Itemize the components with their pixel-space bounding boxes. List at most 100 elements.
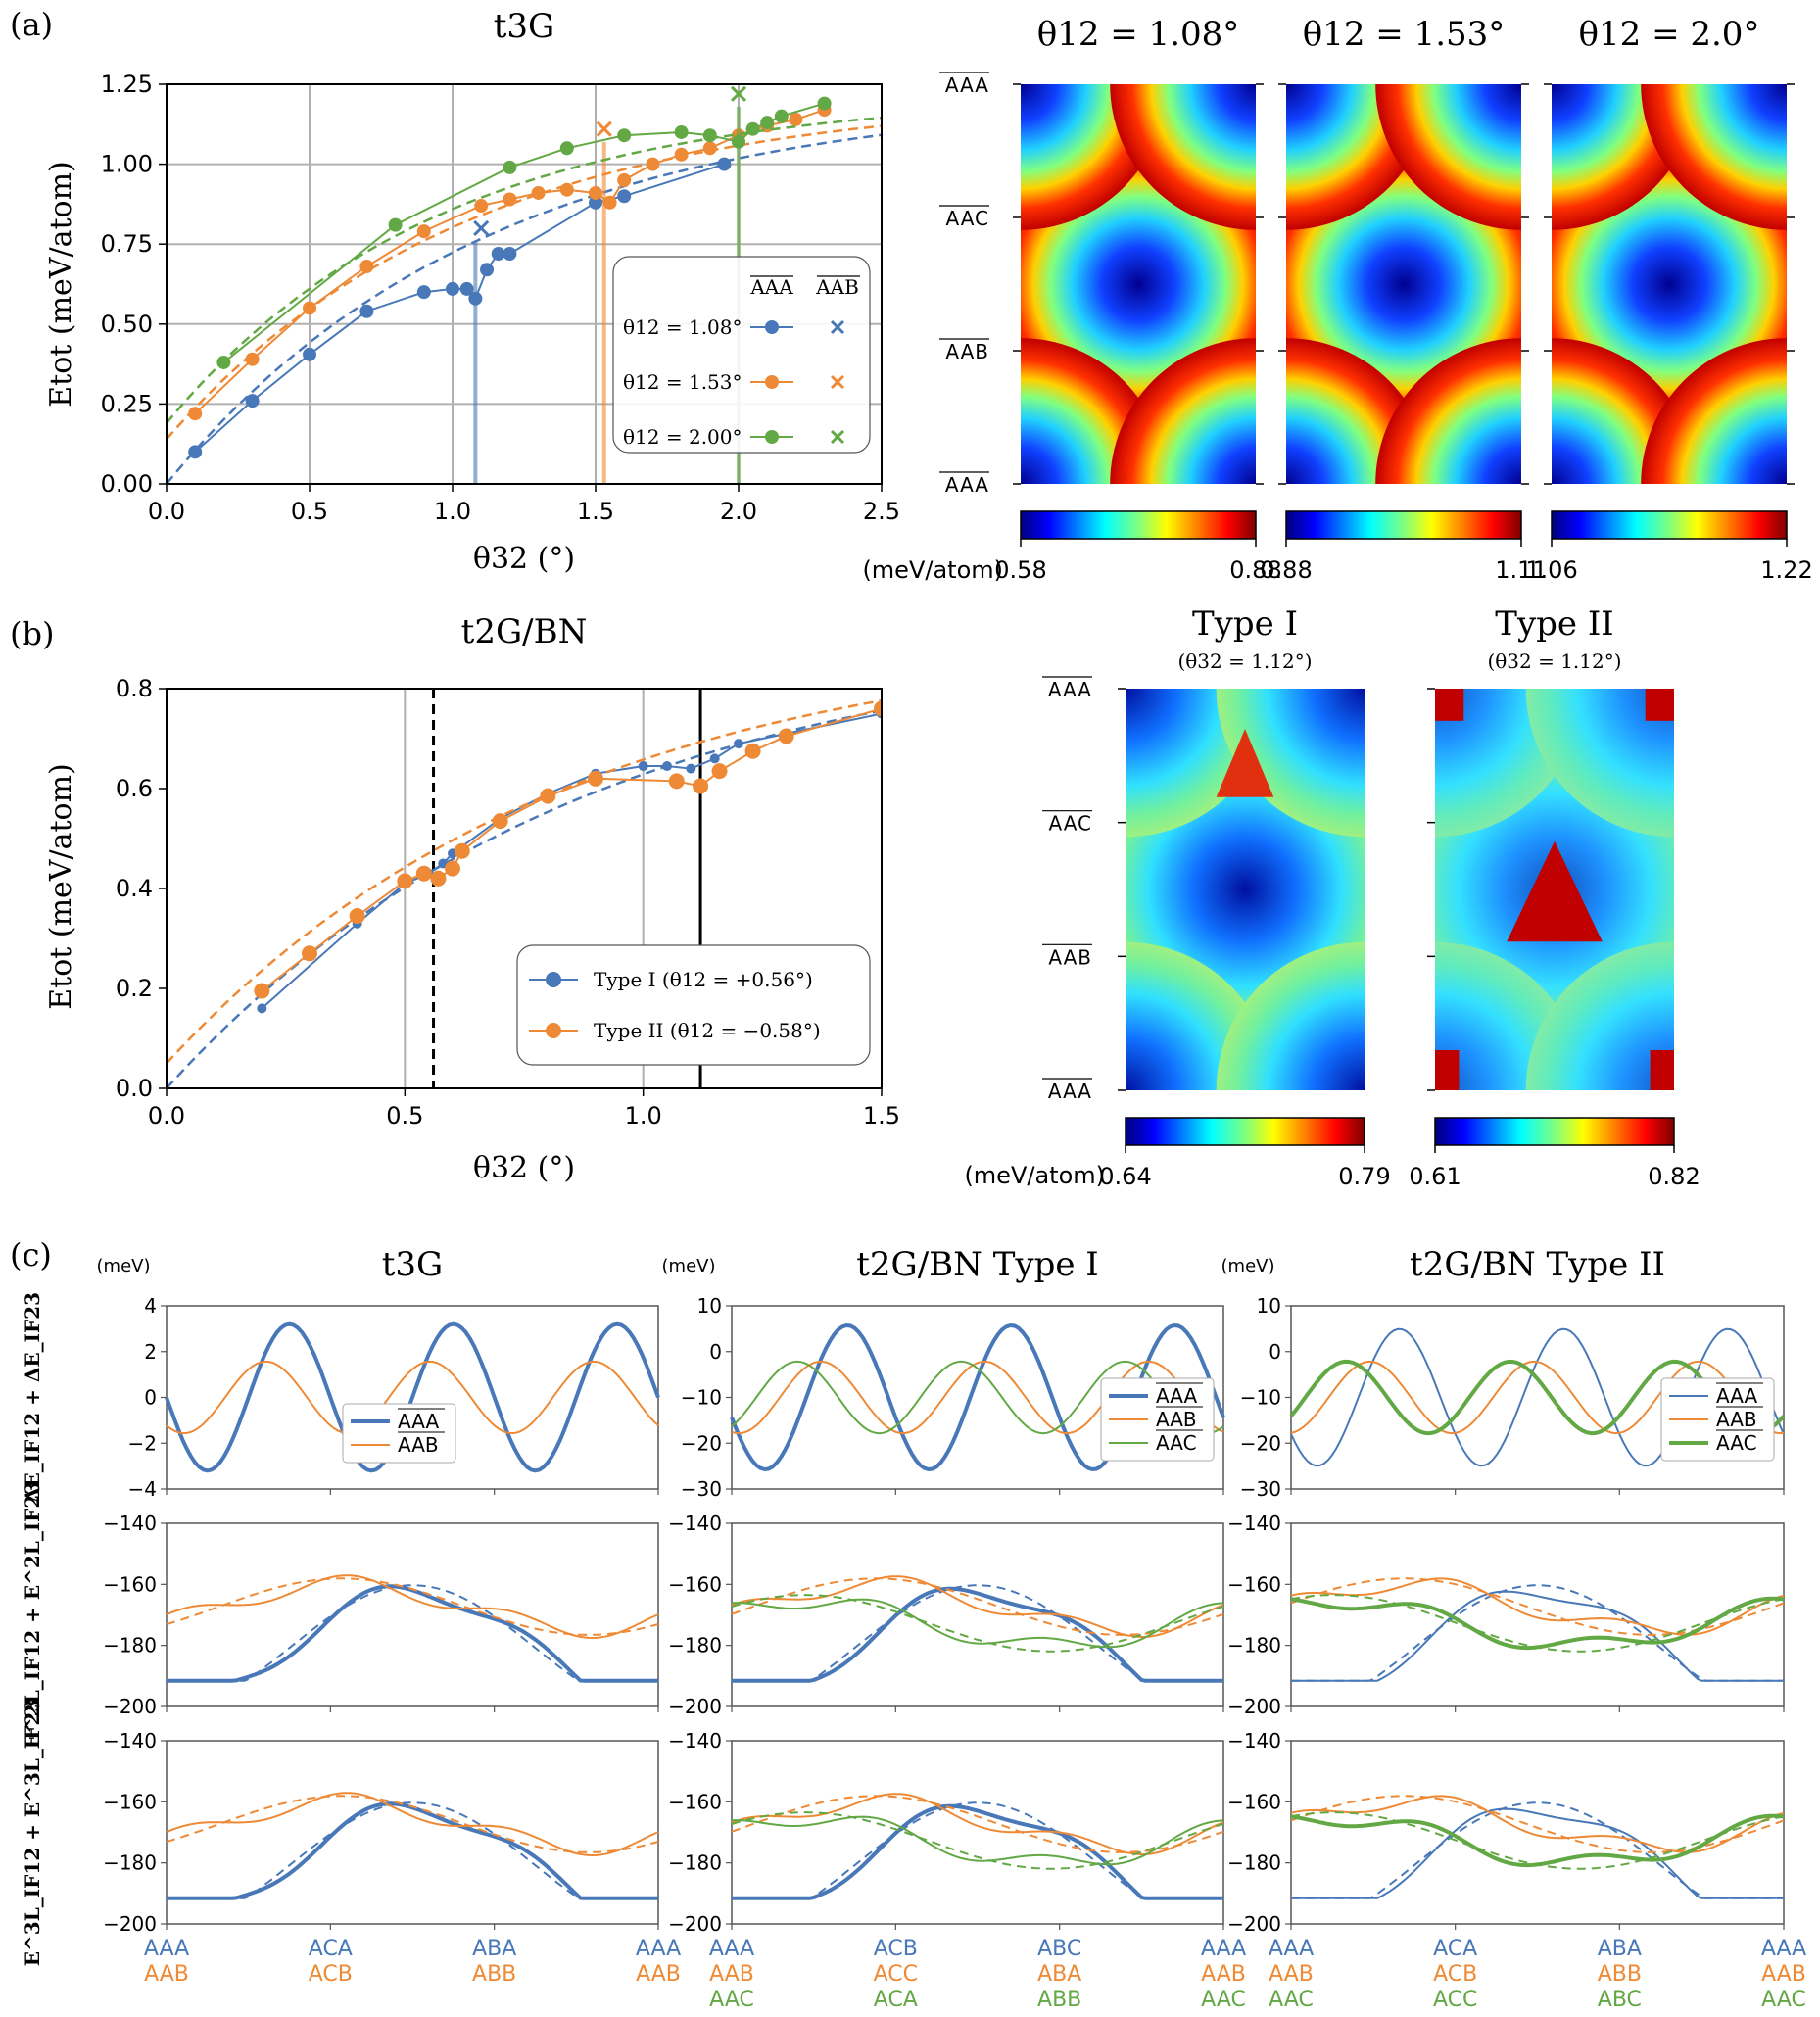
legend-entry: AAC [1716,1431,1757,1455]
y-tick-label: −20 [681,1431,722,1455]
colorbar-max-label: 0.79 [1338,1163,1390,1190]
curve [731,1815,1224,1866]
data-point [674,124,689,139]
heatmap-title: θ12 = 1.08° [1037,15,1240,54]
y-tick-label: −4 [128,1477,157,1501]
y-tick-label: −200 [103,1912,157,1936]
data-point [446,281,459,296]
y-tick-label: 0.8 [116,675,153,702]
y-tick-label: −180 [668,1634,722,1657]
y-tick-label: −160 [668,1790,722,1813]
subplot-frame [731,1522,1224,1707]
stacking-tick-label: AAB [1269,1962,1314,1987]
data-point [662,761,672,772]
data-point [617,128,632,143]
stacking-tick-label: ABC [1598,1988,1642,2012]
x-axis-label: θ32 (°) [473,1151,575,1185]
data-point [459,281,474,296]
curve [1290,1577,1785,1636]
curve [1290,1795,1785,1853]
data-point [468,291,483,306]
x-tick-label: 0.0 [148,1102,185,1129]
colorbar-min-label: 0.88 [1260,556,1312,584]
heatmap [1286,84,1521,484]
data-point [359,304,374,318]
svg-text:AAC: AAC [1048,812,1092,836]
axes-frame [166,83,883,485]
data-point [760,116,775,130]
y-tick-label: −140 [1227,1729,1281,1753]
stacking-tick-label: ACB [309,1962,353,1987]
y-tick-label: −30 [681,1477,722,1501]
fit-curve [167,133,882,484]
x-tick-label: 0.0 [148,498,185,525]
data-point [778,728,794,744]
y-tick-label: −200 [1227,1695,1281,1718]
y-tick-label: 0.25 [101,390,153,417]
stacking-tick-label: ABA [472,1937,516,1961]
x-tick-label: 1.0 [434,498,471,525]
data-point [416,224,431,239]
legend-entry: AAB [1716,1408,1757,1431]
heatmap-title: θ12 = 1.53° [1303,15,1506,54]
stacking-tick-label: AAB [144,1962,189,1987]
colorbar: 0.88 1.11 [1260,510,1548,584]
stacking-label: AAA [939,471,989,497]
x-tick-label: 1.5 [863,1102,900,1129]
data-point [646,157,660,171]
y-tick-label: −160 [1227,1572,1281,1596]
data-point [559,182,574,197]
svg-text:AAB: AAB [1048,945,1092,969]
colorbar: 0.64 0.79 [1099,1117,1391,1190]
stacking-tick-label: ABB [1598,1962,1642,1987]
curve [1290,1327,1785,1467]
stacking-tick-label: ACC [1433,1988,1477,2012]
y-tick-label: −140 [668,1729,722,1753]
data-point [491,246,505,261]
stacking-tick-label: AAB [1761,1962,1806,1987]
stacking-tick-label: AAC [1761,1988,1806,2012]
x-tick-label: 0.5 [386,1102,423,1129]
y-tick-label: −180 [1227,1634,1281,1657]
curve [1291,1807,1784,1899]
y-tick-label: −180 [668,1851,722,1875]
data-point [492,813,508,830]
stacking-label: AAA [939,72,989,97]
chart-title: t3G [494,7,554,46]
data-point [602,195,617,210]
data-point [638,761,648,772]
y-tick-label: −30 [1240,1477,1281,1501]
data-point [874,700,882,717]
legend: AAA AAB θ12 = 1.08° θ12 = 1.53° θ12 = 2.00… [612,256,871,454]
y-tick-label: −140 [103,1512,157,1535]
legend [342,1403,456,1464]
panel-label-c: (c) [10,1236,52,1273]
interface-energy-grid: t3G (meV) t2G/BN Type I (meV) t2G/BN Type II… [21,1245,1806,2012]
x-axis-label: θ32 (°) [473,542,575,576]
colorbar-min-label: 0.64 [1099,1163,1151,1190]
y-tick-label: 0.75 [101,230,153,258]
stacking-tick-label: ABA [1037,1962,1081,1987]
curve [166,1577,659,1636]
legend-entry: θ12 = 2.00° [623,425,742,449]
data-point [216,355,231,369]
svg-text:AAA: AAA [945,73,989,97]
legend-entry: AAA [1156,1384,1197,1408]
data-point [474,199,489,214]
curve [731,1598,1224,1649]
y-tick-label: 1.25 [101,71,153,98]
data-point [734,739,743,749]
fit-curve [167,698,882,1065]
legend-entry: AAC [1156,1431,1197,1455]
subplot-frame [1290,1522,1785,1707]
colorbar-unit: (meV/atom) [964,1162,1105,1189]
data-point [188,445,203,459]
stacking-tick-label: AAB [1201,1962,1246,1987]
curve [731,1594,1224,1653]
stacking-label: AAB [939,338,989,363]
stacking-tick-label: ABC [1037,1937,1081,1961]
curve [1290,1795,1785,1853]
heatmap-title: Type I [1192,604,1298,644]
data-point [617,172,632,187]
